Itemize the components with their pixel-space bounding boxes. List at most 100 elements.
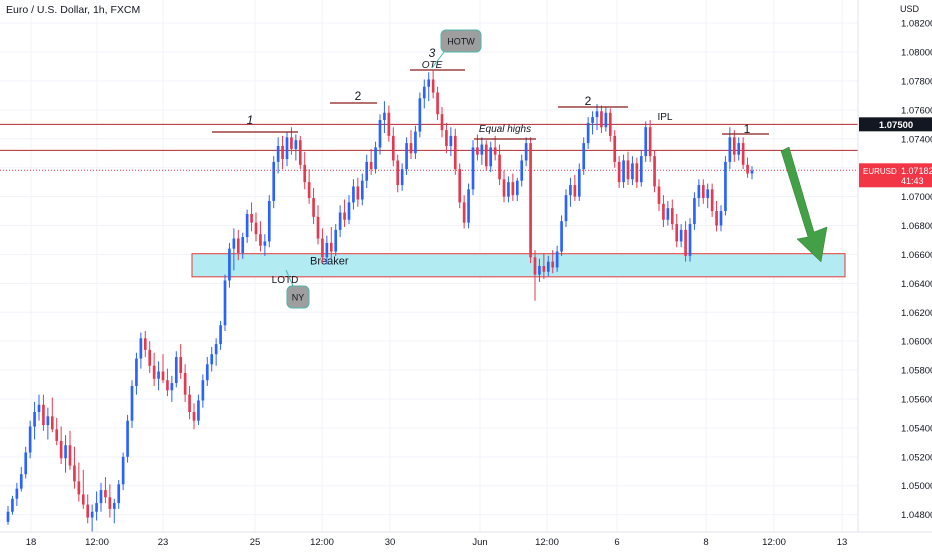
annotation-label: LOTD <box>272 275 299 286</box>
callout-box <box>440 29 482 53</box>
candle-body <box>706 189 710 199</box>
candle-body <box>99 490 103 504</box>
candle-body <box>197 400 200 421</box>
candle-body <box>586 122 590 144</box>
candle-body <box>675 224 679 242</box>
candle-body <box>179 357 183 373</box>
price-tick-label: 1.05000 <box>901 481 932 492</box>
price-tick-label: 1.07600 <box>901 105 932 116</box>
candle-body <box>414 131 417 154</box>
annotation-label: 2 <box>585 94 592 108</box>
callout-pointer <box>431 51 445 69</box>
candle-body <box>33 412 36 427</box>
candle-body <box>418 98 422 132</box>
candle-body <box>644 127 648 157</box>
candle-body <box>462 202 466 223</box>
candle-body <box>626 160 630 180</box>
candle-body <box>617 161 621 183</box>
price-axis[interactable]: USD 1.08200 1.08000 1.07800 1.07600 1.07400 1.… <box>857 0 932 532</box>
candle-body <box>303 164 307 183</box>
time-tick-label: 18 <box>26 537 37 548</box>
candle-body <box>458 169 462 203</box>
candle-body <box>750 170 754 174</box>
candle-body <box>507 182 510 197</box>
candle-body <box>688 224 692 256</box>
time-tick-label: 25 <box>250 537 261 548</box>
candle-body <box>112 503 116 509</box>
candle-body <box>533 257 537 275</box>
candle-body <box>502 179 506 197</box>
candle-body <box>161 371 165 381</box>
price-tick-label: 1.07000 <box>901 192 932 203</box>
candle-body <box>666 208 670 220</box>
candle-body <box>365 161 369 181</box>
price-tick-label: 1.05200 <box>901 452 932 463</box>
candle-body <box>471 147 475 190</box>
callout-label: HOTW <box>447 37 475 47</box>
candle-body <box>263 241 267 246</box>
candle-body <box>476 147 479 155</box>
candle-body <box>245 213 249 238</box>
candle-body <box>538 266 541 275</box>
candle-body <box>449 135 453 147</box>
candle-body <box>560 221 563 252</box>
candle-body <box>24 452 28 475</box>
price-tick-label: 1.04800 <box>901 510 932 521</box>
candle-body <box>55 429 59 441</box>
candle-body <box>564 195 568 222</box>
candle-body <box>188 394 191 413</box>
price-tick-label: 1.08000 <box>901 48 932 59</box>
price-tick-label: 1.06600 <box>901 250 932 261</box>
candle-body <box>657 186 661 204</box>
candle-body <box>383 112 386 120</box>
candle-body <box>19 474 23 489</box>
candle-body <box>741 143 745 165</box>
candle-body <box>210 354 214 365</box>
candle-body <box>46 416 50 426</box>
candle-body <box>170 383 174 391</box>
price-tick-label: 1.06200 <box>901 308 932 319</box>
candle-body <box>480 144 484 155</box>
candle-body <box>236 238 240 253</box>
candle-body <box>679 229 683 242</box>
candle-body <box>591 117 594 123</box>
candle-body <box>356 186 360 200</box>
candle-body <box>520 160 524 181</box>
current-symbol-label: EURUSD <box>863 167 897 176</box>
candle-body <box>701 185 705 199</box>
candle-body <box>77 481 81 495</box>
callout-box <box>286 285 310 309</box>
candle-body <box>498 154 501 180</box>
callout-label: NY <box>292 293 305 303</box>
price-tick-label: 1.05600 <box>901 395 932 406</box>
candle-body <box>130 385 134 421</box>
candle-body <box>436 92 439 115</box>
price-line-label-bg <box>859 117 932 132</box>
time-axis[interactable]: 18 12:00 23 25 12:00 30 Jun 12:00 6 8 12:00 13 <box>0 531 932 548</box>
candle-body <box>59 440 63 459</box>
candle-body <box>608 112 612 136</box>
candle-body <box>622 160 625 183</box>
time-tick-label: 13 <box>837 537 848 548</box>
candle-body <box>493 147 497 155</box>
candle-body <box>746 164 749 174</box>
candle-body <box>728 137 732 162</box>
candle-body <box>201 380 205 401</box>
candle-body <box>135 358 138 386</box>
candle-body <box>267 200 271 242</box>
chart-title: Euro / U.S. Dollar, 1h, FXCM <box>6 4 141 16</box>
time-tick-label: 12:00 <box>535 537 559 548</box>
candle-body <box>183 372 187 395</box>
candle-body <box>152 365 156 379</box>
candle-body <box>139 338 143 359</box>
callout-pointer <box>285 269 294 287</box>
candle-body <box>307 182 311 199</box>
candle-body <box>635 163 639 183</box>
candle-body <box>343 212 346 220</box>
candle-body <box>604 112 608 128</box>
breaker-zone-label: Breaker <box>310 256 349 268</box>
bar-countdown: 41:43 <box>901 176 924 186</box>
